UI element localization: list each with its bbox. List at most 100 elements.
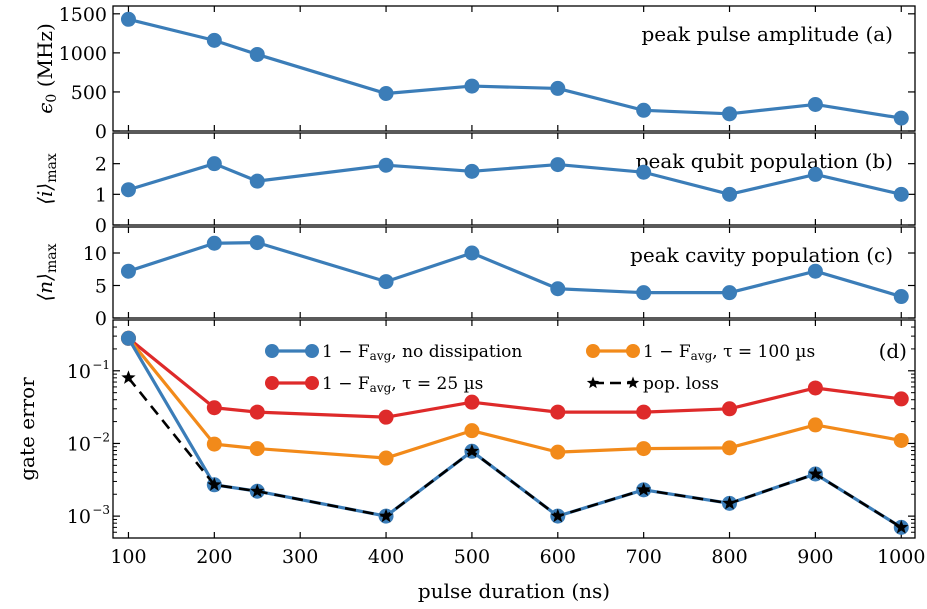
legend-label: 1 − Favg, τ = 25 µs <box>322 374 483 395</box>
data-point-star <box>207 477 222 491</box>
y-label-sub: max <box>44 243 60 273</box>
data-point <box>722 106 738 122</box>
x-tick-label: 1000 <box>877 546 925 568</box>
data-point <box>378 157 394 173</box>
data-point <box>206 32 222 48</box>
y-tick-label: 10 <box>67 433 91 455</box>
legend-label-pre: 1 − F <box>643 342 691 362</box>
x-tick-label: 100 <box>110 546 146 568</box>
series-line <box>127 337 902 460</box>
legend-item: 1 − Favg, τ = 100 µs <box>586 342 815 363</box>
y-tick-label: 2 <box>95 154 107 176</box>
legend-marker <box>265 376 279 390</box>
data-point <box>249 235 265 251</box>
data-point <box>206 436 222 452</box>
y-axis-label: ⟨n⟩max <box>33 243 60 301</box>
data-point <box>378 409 394 425</box>
data-point <box>550 80 566 96</box>
data-point-star <box>808 466 823 481</box>
y-tick-label: 0 <box>95 308 107 330</box>
data-point <box>550 281 566 297</box>
data-point <box>120 182 136 198</box>
data-point-star <box>894 519 909 534</box>
legend-label-sub: avg <box>370 381 392 395</box>
data-point <box>893 186 909 202</box>
legend-marker <box>626 376 640 389</box>
y-axis-label-text: ⟨i⟩max <box>33 153 60 205</box>
data-point-star <box>550 508 565 523</box>
data-point <box>206 156 222 172</box>
data-point <box>893 432 909 448</box>
data-point <box>550 444 566 460</box>
data-point <box>636 164 652 180</box>
x-axis-label: pulse duration (ns) <box>418 579 610 603</box>
data-point-star <box>250 483 265 498</box>
panel-label: peak pulse amplitude (a) <box>641 22 893 46</box>
panel-frame <box>112 5 916 132</box>
data-point <box>807 96 823 112</box>
y-tick-label: 10 <box>67 361 91 383</box>
y-tick-label: 0 <box>95 121 107 143</box>
legend-label-post: , no dissipation <box>391 342 522 362</box>
y-axis-label-text: gate error <box>15 377 39 481</box>
data-point <box>120 330 136 346</box>
panel-label: peak cavity population (c) <box>630 243 893 267</box>
x-tick-label: 900 <box>797 546 833 568</box>
data-point <box>636 404 652 420</box>
y-tick-label: 10 <box>83 243 107 265</box>
y-tick-label: 10 <box>67 506 91 528</box>
data-point <box>807 166 823 182</box>
data-point-star <box>378 508 394 523</box>
y-tick-label: 1 <box>95 184 107 206</box>
data-point <box>807 380 823 396</box>
data-point-star <box>636 482 651 496</box>
data-point <box>636 102 652 118</box>
legend-label-pre: 1 − F <box>322 374 370 394</box>
y-axis-label: ϵ0 (MHz) <box>33 23 60 114</box>
y-label-main: ϵ <box>33 103 57 114</box>
x-tick-label: 700 <box>626 546 662 568</box>
data-point <box>893 391 909 407</box>
data-point <box>120 263 136 279</box>
x-tick-label: 300 <box>282 546 318 568</box>
data-point <box>378 86 394 101</box>
legend-label-pre: 1 − F <box>322 342 370 362</box>
data-point <box>722 285 738 301</box>
data-point <box>249 441 265 457</box>
legend-label-post: , τ = 25 µs <box>391 374 483 394</box>
panel-frame <box>112 226 916 319</box>
y-tick-label: 1500 <box>59 4 107 26</box>
series-line <box>127 241 902 299</box>
legend: 1 − Favg, no dissipation 1 − Favg, τ = 10… <box>265 342 815 395</box>
legend-label: pop. loss <box>643 374 719 394</box>
panel-c: 0 5 10 ⟨n⟩max peak cavity population (c) <box>33 226 916 330</box>
x-tick-label: 500 <box>454 546 490 568</box>
y-axis-label-text: ⟨n⟩max <box>33 243 60 301</box>
y-tick-exponent: −1 <box>92 358 110 372</box>
series-line <box>128 17 902 120</box>
legend-marker <box>586 344 600 358</box>
panel-b: 0 1 2 ⟨i⟩max peak qubit population (b) <box>33 132 916 237</box>
data-point <box>206 235 222 251</box>
data-point <box>464 423 480 439</box>
y-label-unit: (MHz) <box>33 23 57 93</box>
data-point <box>807 263 823 279</box>
y-tick-label: 0 <box>95 215 107 237</box>
data-point <box>464 163 480 179</box>
legend-marker <box>265 344 279 358</box>
panel-label: (d) <box>879 339 907 363</box>
y-tick-label: 5 <box>95 276 107 298</box>
data-point <box>464 78 480 94</box>
data-point <box>464 394 480 410</box>
legend-label: 1 − Favg, τ = 100 µs <box>643 342 815 363</box>
legend-label: 1 − Favg, no dissipation <box>322 342 522 363</box>
legend-item: 1 − Favg, τ = 25 µs <box>265 374 483 395</box>
panel-frame <box>112 132 916 226</box>
data-point-star <box>722 495 737 510</box>
data-point <box>722 401 738 417</box>
legend-label-sub: avg <box>691 349 713 363</box>
legend-marker <box>305 376 319 390</box>
data-point <box>378 274 394 290</box>
legend-item: pop. loss <box>586 374 719 394</box>
